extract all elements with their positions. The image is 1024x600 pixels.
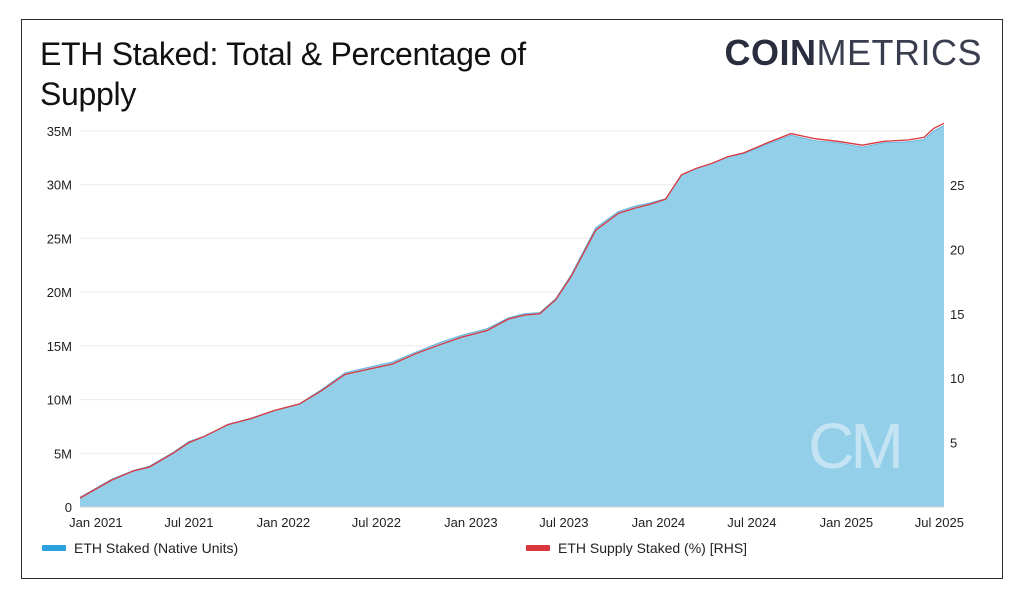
y-left-tick-label: 25M <box>47 231 72 246</box>
y-left-tick-label: 20M <box>47 285 72 300</box>
series-line-eth-supply-staked <box>79 122 945 499</box>
coinmetrics-logo: COINMETRICS <box>724 32 982 73</box>
legend-label-eth-staked: ETH Staked (Native Units) <box>74 540 239 556</box>
x-tick-label: Jan 2023 <box>444 515 498 530</box>
legend-item-eth-supply-staked[interactable]: ETH Supply Staked (%) [RHS] <box>526 540 747 556</box>
x-tick-label: Jul 2022 <box>352 515 401 530</box>
x-tick-label: Jul 2021 <box>164 515 213 530</box>
x-tick-label: Jul 2023 <box>539 515 588 530</box>
x-tick-label: Jul 2024 <box>727 515 776 530</box>
y-left-tick-label: 5M <box>54 446 72 461</box>
coinmetrics-watermark-logo: CM <box>808 410 900 482</box>
legend-item-eth-staked[interactable]: ETH Staked (Native Units) <box>42 540 238 556</box>
series-area-eth-staked <box>80 125 944 507</box>
x-tick-label: Jul 2025 <box>915 515 964 530</box>
y-right-tick-label: 5 <box>950 436 957 451</box>
x-tick-label: Jan 2025 <box>820 515 874 530</box>
y-right-tick-label: 10 <box>950 371 964 386</box>
y-left-tick-label: 10M <box>47 393 72 408</box>
y-right-tick-label: 20 <box>950 242 964 257</box>
y-right-tick-label: 25 <box>950 178 964 193</box>
y-left-tick-label: 0 <box>65 500 72 515</box>
y-left-tick-label: 35M <box>47 124 72 139</box>
y-right-tick-label: 15 <box>950 307 964 322</box>
y-left-tick-label: 15M <box>47 339 72 354</box>
legend-label-eth-supply-staked: ETH Supply Staked (%) [RHS] <box>558 540 748 556</box>
x-tick-label: Jan 2024 <box>632 515 686 530</box>
legend-swatch-eth-staked <box>42 545 66 551</box>
chart-title: ETH Staked: Total & Percentage of Supply <box>40 36 526 112</box>
x-tick-label: Jan 2021 <box>69 515 123 530</box>
legend-swatch-eth-supply-staked <box>526 545 550 551</box>
x-tick-label: Jan 2022 <box>257 515 311 530</box>
y-left-tick-label: 30M <box>47 178 72 193</box>
